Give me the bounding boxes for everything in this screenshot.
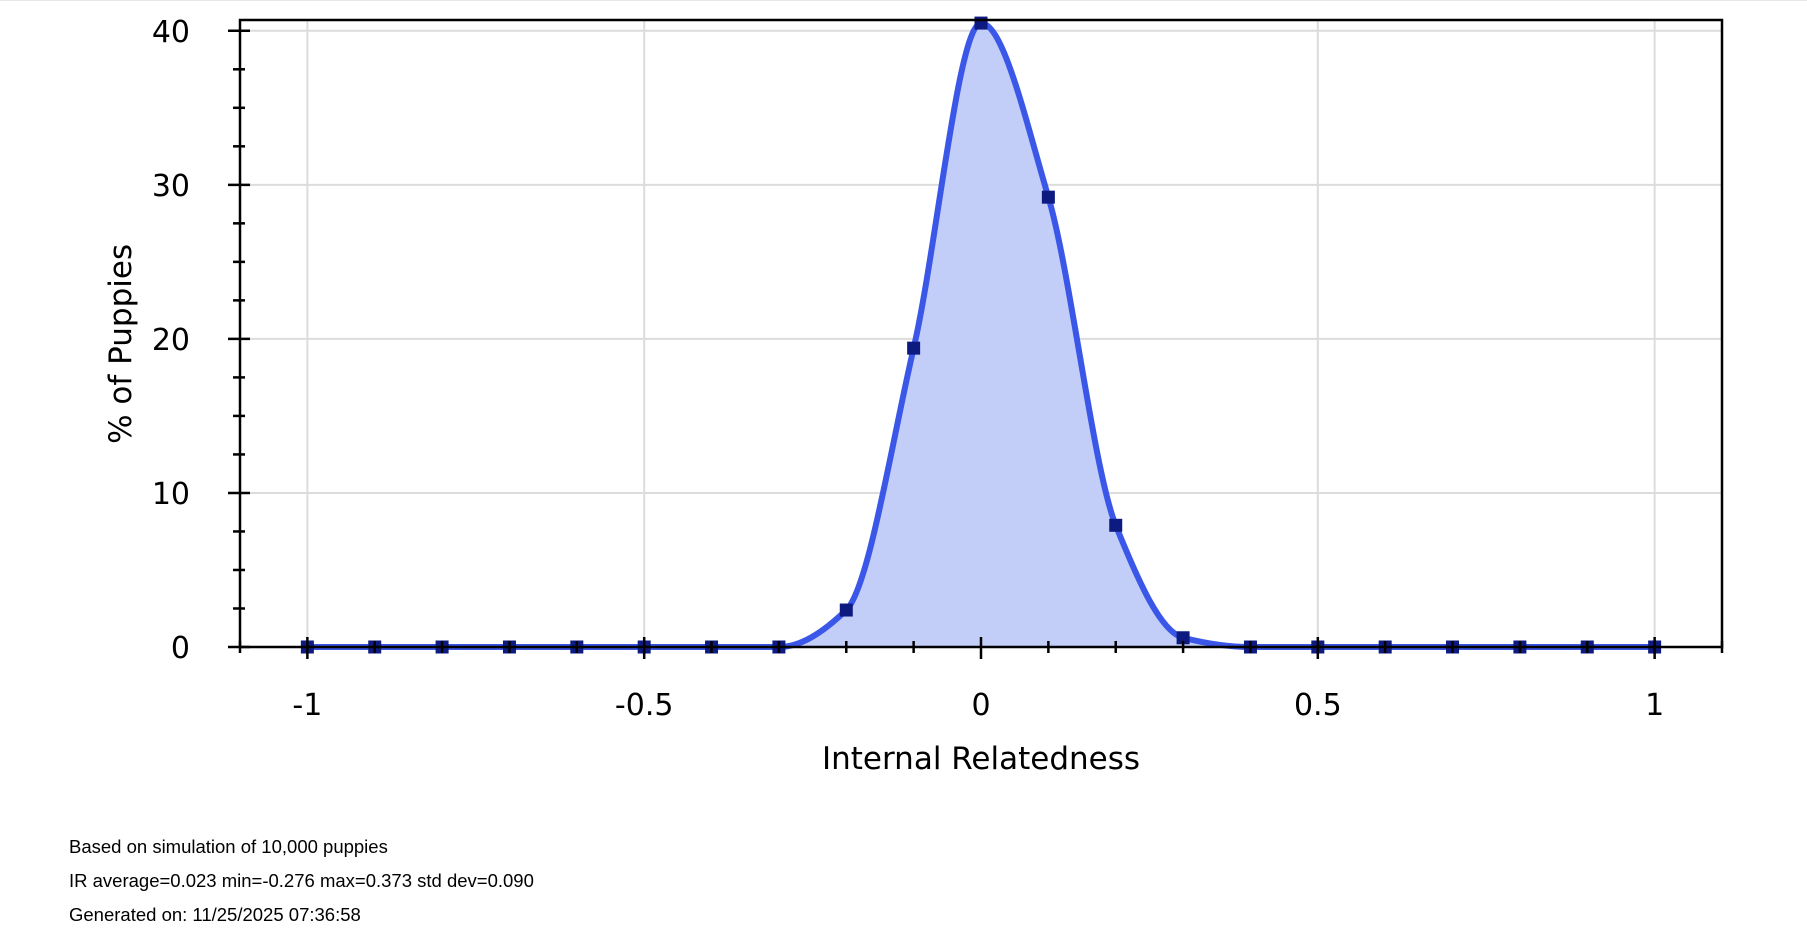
data-point	[1176, 631, 1190, 645]
data-point	[974, 16, 988, 30]
y-tick-label: 40	[152, 15, 190, 50]
y-tick-label: 10	[152, 477, 190, 512]
y-axis-title: % of Puppies	[103, 244, 139, 444]
top-rule	[0, 0, 1807, 1]
generated-timestamp: Generated on: 11/25/2025 07:36:58	[69, 904, 361, 925]
x-tick-label: 1	[1645, 688, 1664, 723]
x-tick-label: 0.5	[1294, 688, 1342, 723]
y-tick-label: 30	[152, 169, 190, 204]
footer-notes: Based on simulation of 10,000 puppies IR…	[69, 830, 534, 932]
axis-tick-labels: 0 10 20 30 40 -1 -0.5 0 0.5 1	[152, 15, 1664, 723]
distribution-area	[307, 23, 1655, 648]
x-tick-label: -0.5	[615, 688, 674, 723]
axis-ticks	[228, 29, 1724, 659]
series-area	[307, 23, 1655, 648]
data-point	[839, 603, 853, 617]
simulation-note: Based on simulation of 10,000 puppies	[69, 836, 388, 857]
y-tick-label: 20	[152, 323, 190, 358]
data-point	[1109, 518, 1123, 532]
chart: 0 10 20 30 40 -1 -0.5 0 0.5 1 Internal Relatednes…	[103, 15, 1724, 777]
x-axis-title: Internal Relatedness	[822, 741, 1140, 777]
statistics-note: IR average=0.023 min=-0.276 max=0.373 st…	[69, 870, 534, 891]
y-tick-label: 0	[171, 631, 190, 666]
data-point	[907, 341, 921, 355]
x-tick-label: 0	[971, 688, 990, 723]
data-point	[1041, 190, 1055, 204]
x-tick-label: -1	[292, 688, 322, 723]
